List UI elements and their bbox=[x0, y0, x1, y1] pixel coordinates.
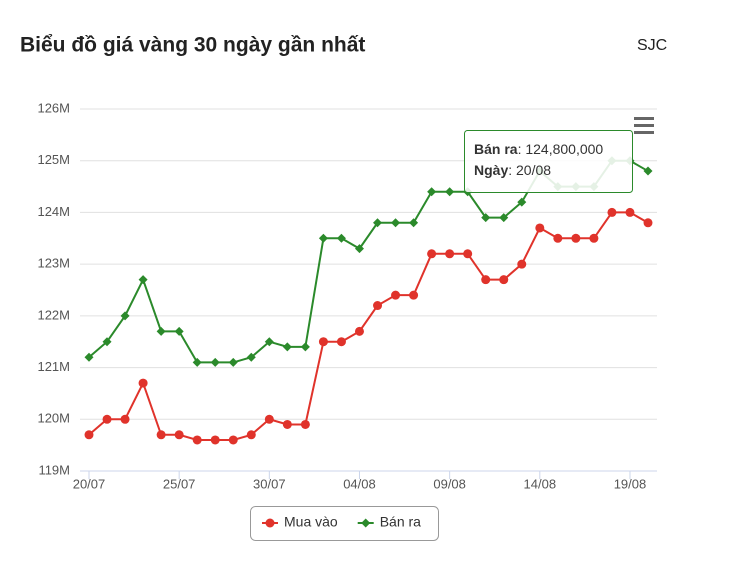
marker bbox=[481, 275, 491, 285]
tooltip-value: : 124,800,000 bbox=[518, 141, 604, 157]
marker bbox=[553, 233, 563, 243]
marker bbox=[210, 435, 220, 445]
y-tick-label: 121M bbox=[37, 359, 70, 374]
chart-title: Biểu đồ giá vàng 30 ngày gần nhất bbox=[20, 34, 365, 57]
marker bbox=[517, 197, 527, 207]
marker bbox=[102, 337, 112, 347]
tooltip-row: Ngày: 20/08 bbox=[474, 162, 551, 178]
marker bbox=[156, 430, 166, 440]
marker bbox=[318, 337, 328, 347]
tooltip-label: Ngày bbox=[474, 162, 508, 178]
marker bbox=[409, 290, 419, 300]
marker bbox=[282, 342, 292, 352]
marker bbox=[336, 337, 346, 347]
marker bbox=[264, 414, 274, 424]
marker bbox=[373, 218, 383, 228]
marker bbox=[445, 249, 455, 259]
marker bbox=[354, 326, 364, 336]
y-tick-label: 124M bbox=[37, 204, 70, 219]
marker bbox=[463, 249, 473, 259]
marker bbox=[246, 352, 256, 362]
tooltip-box bbox=[464, 130, 633, 193]
menu-bar bbox=[634, 117, 654, 120]
marker bbox=[120, 311, 130, 321]
marker bbox=[409, 218, 419, 228]
marker bbox=[445, 187, 455, 197]
marker bbox=[427, 187, 437, 197]
legend-label: Mua vào bbox=[284, 514, 338, 530]
x-tick-label: 04/08 bbox=[343, 476, 376, 491]
marker bbox=[391, 290, 401, 300]
legend-label: Bán ra bbox=[380, 514, 421, 530]
marker bbox=[228, 357, 238, 367]
menu-button[interactable] bbox=[630, 114, 658, 138]
x-tick-label: 20/07 bbox=[73, 476, 106, 491]
marker bbox=[481, 213, 491, 223]
legend-item[interactable]: Bán ra bbox=[357, 514, 421, 530]
marker bbox=[246, 430, 256, 440]
marker bbox=[138, 378, 148, 388]
legend-box bbox=[250, 506, 439, 541]
x-tick-label: 14/08 bbox=[524, 476, 557, 491]
marker bbox=[499, 213, 509, 223]
marker bbox=[517, 259, 527, 269]
marker bbox=[138, 275, 148, 285]
marker bbox=[282, 419, 292, 429]
marker bbox=[264, 337, 274, 347]
series-line bbox=[88, 211, 649, 441]
marker bbox=[607, 207, 617, 217]
marker bbox=[373, 301, 383, 311]
y-tick-label: 125M bbox=[37, 152, 70, 167]
tooltip-row: Bán ra: 124,800,000 bbox=[474, 141, 603, 157]
marker bbox=[336, 233, 346, 243]
marker bbox=[174, 326, 184, 336]
marker bbox=[120, 414, 130, 424]
marker bbox=[192, 357, 202, 367]
marker bbox=[84, 352, 94, 362]
marker bbox=[361, 518, 371, 528]
marker bbox=[156, 326, 166, 336]
marker bbox=[643, 218, 653, 228]
marker bbox=[354, 244, 364, 254]
marker bbox=[427, 249, 437, 259]
y-tick-label: 126M bbox=[37, 100, 70, 115]
marker bbox=[210, 357, 220, 367]
chart-subtitle: SJC bbox=[637, 37, 667, 54]
legend-item[interactable]: Mua vào bbox=[262, 514, 338, 530]
x-tick-label: 25/07 bbox=[163, 476, 196, 491]
y-tick-label: 122M bbox=[37, 307, 70, 322]
marker bbox=[535, 223, 545, 233]
tooltip-label: Bán ra bbox=[474, 141, 518, 157]
marker bbox=[499, 275, 509, 285]
y-tick-label: 120M bbox=[37, 411, 70, 426]
x-tick-label: 09/08 bbox=[433, 476, 466, 491]
marker bbox=[300, 342, 310, 352]
marker bbox=[643, 166, 653, 176]
marker bbox=[102, 414, 112, 424]
legend: Mua vào Bán ra bbox=[250, 506, 439, 541]
marker bbox=[265, 518, 275, 528]
y-tick-label: 119M bbox=[38, 462, 70, 477]
x-tick-label: 30/07 bbox=[253, 476, 286, 491]
series bbox=[84, 207, 653, 445]
marker bbox=[174, 430, 184, 440]
tooltip-value: : 20/08 bbox=[508, 162, 551, 178]
marker bbox=[391, 218, 401, 228]
marker bbox=[571, 233, 581, 243]
marker bbox=[625, 207, 635, 217]
marker bbox=[228, 435, 238, 445]
menu-bar bbox=[634, 131, 654, 134]
tooltip: Bán ra: 124,800,000 Ngày: 20/08 bbox=[464, 130, 633, 193]
marker bbox=[589, 233, 599, 243]
marker bbox=[84, 430, 94, 440]
x-tick-label: 19/08 bbox=[614, 476, 647, 491]
marker bbox=[300, 419, 310, 429]
y-tick-label: 123M bbox=[37, 256, 70, 271]
menu-bar bbox=[634, 124, 654, 127]
marker bbox=[318, 233, 328, 243]
marker bbox=[192, 435, 202, 445]
